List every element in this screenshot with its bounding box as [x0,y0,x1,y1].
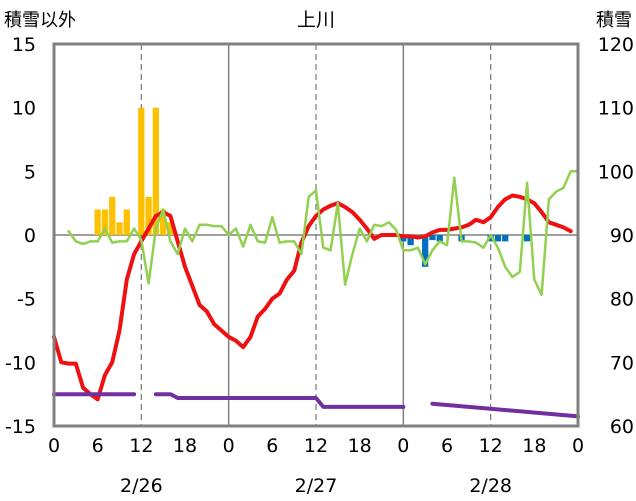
left-tick-label: -15 [5,416,36,438]
right-tick-label: 60 [610,416,634,438]
wind-line [67,170,580,297]
left-tick-label: -10 [5,352,36,374]
change-bar [523,235,531,242]
right-tick-label: 70 [610,352,634,374]
right-tick-labels: 120 110 100 90 80 70 60 [598,34,634,438]
change-bar [494,235,502,242]
date-labels: 2/26 2/27 2/28 [120,475,512,497]
x-tick-label: 18 [522,435,546,457]
change-bar [429,235,436,241]
precip-bar [109,196,116,235]
x-tick-label: 12 [129,435,153,457]
x-tick-labels: 0 6 12 18 0 6 12 18 0 6 12 18 0 [48,435,584,457]
x-tick-label: 0 [48,435,60,457]
change-bar [487,235,494,242]
x-tick-label: 12 [479,435,503,457]
x-tick-label: 6 [441,435,453,457]
left-tick-label: 15 [12,34,36,56]
precip-bar [101,209,109,235]
chart-title: 上川 [297,9,335,31]
snow_depth-line [430,401,580,419]
right-tick-label: 100 [598,161,634,183]
x-tick-label: 0 [572,435,584,457]
date-label: 2/26 [120,475,163,497]
precip-bar [160,209,167,235]
x-tick-label: 0 [397,435,409,457]
right-tick-label: 120 [598,34,634,56]
x-tick-label: 6 [92,435,104,457]
precip-bar [94,209,101,235]
left-tick-label: 5 [24,161,36,183]
right-tick-label: 110 [598,98,634,120]
x-tick-label: 18 [173,435,197,457]
date-label: 2/28 [469,475,512,497]
snow_depth-line [153,392,406,409]
left-tick-label: 10 [12,98,36,120]
change-bar [436,235,443,242]
date-label: 2/27 [295,475,338,497]
x-tick-label: 0 [223,435,235,457]
x-tick-label: 18 [348,435,372,457]
precip-bar [167,222,174,235]
left-tick-label: 0 [24,225,36,247]
precip-bar [145,196,152,235]
change-bar [422,235,429,267]
right-axis-label: 積雪 [596,10,632,31]
change-bar [407,235,414,246]
left-tick-labels: 15 10 5 0 -5 -10 -15 [5,34,36,438]
right-tick-label: 90 [610,225,634,247]
precip-bar [116,222,123,235]
x-tick-label: 6 [266,435,278,457]
precip-bar [138,107,145,235]
precip-bar [152,107,160,235]
right-tick-label: 80 [610,289,634,311]
precip-bar [123,209,130,235]
plot-frame [52,42,580,428]
line-series [52,170,580,419]
left-axis-label: 積雪以外 [4,10,76,31]
change-bar [502,235,509,242]
left-tick-label: -5 [17,289,36,311]
x-tick-label: 12 [304,435,328,457]
temperature-line [52,193,573,402]
bar-series [94,107,531,267]
